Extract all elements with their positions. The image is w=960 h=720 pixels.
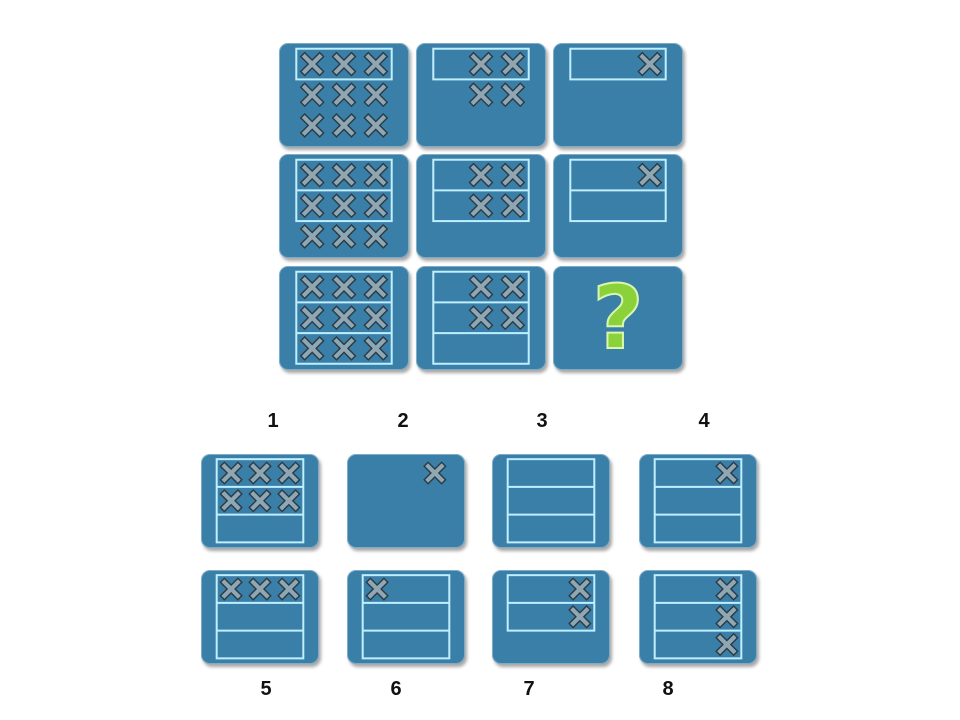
cross-mark (423, 461, 447, 485)
cross-mark (365, 577, 389, 601)
cross-mark (637, 162, 663, 188)
cross-mark (331, 193, 357, 219)
cross-mark (468, 51, 494, 77)
cross-mark (637, 51, 663, 77)
cross-mark (331, 274, 357, 300)
option-label-2: 2 (397, 410, 409, 432)
cross-mark (277, 461, 301, 485)
option-8[interactable] (639, 570, 757, 664)
cross-mark (363, 193, 389, 219)
cross-mark (568, 577, 592, 601)
frame-box (295, 47, 393, 81)
cross-mark (363, 51, 389, 77)
cross-mark (715, 461, 739, 485)
option-1[interactable] (201, 454, 319, 548)
option-label-8: 8 (662, 678, 674, 700)
cross-mark (363, 162, 389, 188)
cross-mark (468, 82, 494, 108)
grid-cell-3 (553, 43, 683, 147)
cross-mark (363, 112, 389, 138)
frame-box (215, 574, 305, 660)
cross-mark (500, 193, 526, 219)
cross-mark (299, 193, 325, 219)
cross-mark (715, 605, 739, 629)
option-5[interactable] (201, 570, 319, 664)
option-label-1: 1 (267, 410, 279, 432)
option-label-6: 6 (390, 678, 402, 700)
cross-mark (248, 461, 272, 485)
cross-mark (248, 577, 272, 601)
grid-cell-6 (553, 154, 683, 258)
grid-cell-4 (279, 154, 409, 258)
frame-box (653, 574, 743, 660)
cross-mark (299, 82, 325, 108)
cross-mark (331, 162, 357, 188)
option-label-3: 3 (536, 410, 548, 432)
cross-mark (468, 193, 494, 219)
grid-cell-1 (279, 43, 409, 147)
option-label-7: 7 (523, 678, 535, 700)
cross-mark (299, 223, 325, 249)
cross-mark (331, 82, 357, 108)
frame-box (361, 574, 451, 660)
cross-mark (331, 223, 357, 249)
cross-mark (299, 305, 325, 331)
cross-mark (277, 577, 301, 601)
cross-mark (219, 577, 243, 601)
cross-mark (715, 632, 739, 657)
frame-box (569, 47, 667, 81)
cross-mark (277, 489, 301, 513)
cross-mark (299, 274, 325, 300)
cross-mark (363, 274, 389, 300)
cross-mark (331, 335, 357, 361)
grid-cell-5 (416, 154, 546, 258)
cross-mark (299, 162, 325, 188)
option-label-4: 4 (698, 410, 710, 432)
cross-mark (219, 461, 243, 485)
cross-mark (299, 51, 325, 77)
cross-mark (500, 82, 526, 108)
cross-mark (468, 274, 494, 300)
frame-box (432, 47, 530, 81)
cross-mark (500, 305, 526, 331)
cross-mark (219, 489, 243, 513)
grid-cell-7 (279, 266, 409, 370)
cross-mark (500, 51, 526, 77)
cross-mark (331, 112, 357, 138)
grid-cell-9: ? (553, 266, 683, 370)
cross-mark (363, 305, 389, 331)
grid-cell-8 (416, 266, 546, 370)
cross-mark (568, 605, 592, 629)
option-3[interactable] (492, 454, 610, 548)
cross-mark (715, 577, 739, 601)
cross-mark (500, 162, 526, 188)
cross-mark (331, 51, 357, 77)
cross-mark (500, 274, 526, 300)
cross-mark (363, 82, 389, 108)
grid-cell-2 (416, 43, 546, 147)
cross-mark (299, 335, 325, 361)
cross-mark (248, 489, 272, 513)
frame-box (506, 458, 596, 544)
cross-mark (331, 305, 357, 331)
option-6[interactable] (347, 570, 465, 664)
option-7[interactable] (492, 570, 610, 664)
option-4[interactable] (639, 454, 757, 548)
cross-mark (363, 223, 389, 249)
cross-mark (363, 335, 389, 361)
option-label-5: 5 (260, 678, 272, 700)
cross-mark (468, 162, 494, 188)
question-mark: ? (591, 266, 644, 369)
frame-box (432, 270, 530, 365)
option-2[interactable] (347, 454, 465, 548)
frame-box (569, 158, 667, 223)
frame-box (295, 270, 393, 365)
frame-box (215, 458, 305, 544)
frame-box (653, 458, 743, 544)
cross-mark (299, 112, 325, 138)
cross-mark (468, 305, 494, 331)
